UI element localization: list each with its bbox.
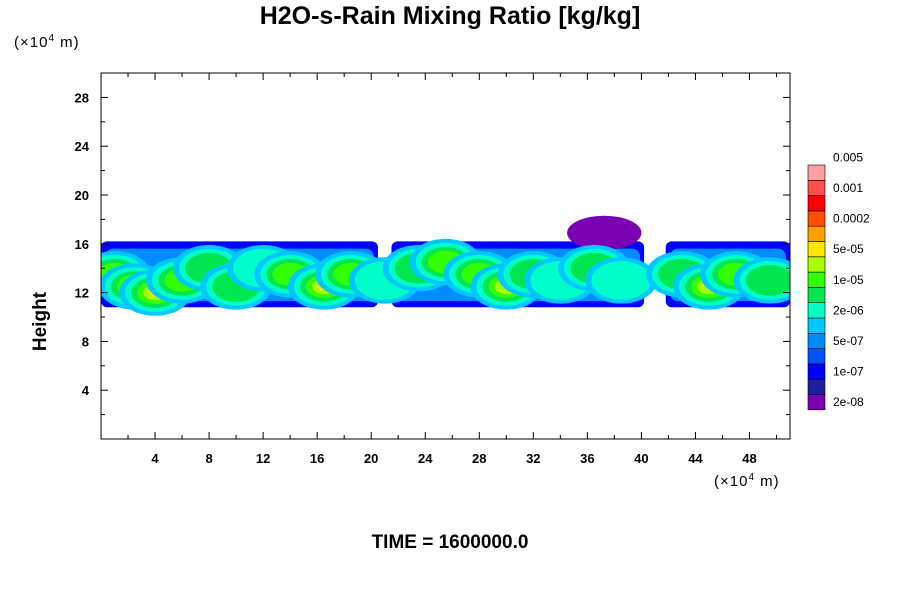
y-axis-ticks: 4 8 12 16 20 24 28 <box>75 90 790 416</box>
x-tick-label: 16 <box>310 451 324 466</box>
colorbar-swatch <box>807 378 826 395</box>
plot-frame <box>100 72 791 440</box>
colorbar-label: 0.001 <box>833 181 863 195</box>
y-tick-label: 28 <box>75 90 89 105</box>
x-tick-label: 4 <box>151 451 159 466</box>
colorbar-swatch <box>807 317 826 334</box>
colorbar-label: 2e-08 <box>833 395 864 409</box>
x-tick-label: 32 <box>526 451 540 466</box>
colorbar-swatch <box>807 302 826 319</box>
y-tick-label: 8 <box>82 334 89 349</box>
x-tick-label: 20 <box>364 451 378 466</box>
anvil-cell <box>567 215 642 250</box>
colorbar-swatch <box>807 164 826 181</box>
colorbar-swatch <box>807 195 826 212</box>
x-tick-label: 28 <box>472 451 486 466</box>
field-cell <box>733 257 790 304</box>
y-tick-label: 20 <box>75 188 89 203</box>
colorbar-swatch <box>807 241 826 258</box>
colorbar-label: 0.005 <box>833 150 863 164</box>
colorbar-swatch <box>807 363 826 380</box>
field-cell <box>585 257 658 304</box>
colorbar-swatch <box>807 287 826 303</box>
colorbar-label: 5e-05 <box>833 242 864 256</box>
y-tick-label: 16 <box>75 237 89 252</box>
x-tick-label: 12 <box>256 451 270 466</box>
time-footer: TIME = 1600000.0 <box>371 532 529 553</box>
x-axis-unit: (×104 m) <box>714 472 780 490</box>
colorbar: 2e-08 1e-07 5e-07 2e-06 1e-05 5e-05 0.0002 0.00… <box>807 150 870 411</box>
colorbar-swatch <box>807 225 826 242</box>
y-tick-label: 4 <box>82 383 90 398</box>
colorbar-swatch <box>807 180 826 196</box>
x-tick-label: 44 <box>688 451 703 466</box>
y-tick-label: 24 <box>75 139 90 154</box>
colorbar-swatch <box>807 332 826 349</box>
colorbar-swatch <box>807 394 826 411</box>
x-tick-label: 24 <box>418 451 433 466</box>
y-axis-unit: (×104 m) <box>14 33 80 51</box>
colorbar-label: 0.0002 <box>833 212 870 226</box>
colorbar-swatch <box>807 271 826 288</box>
x-axis-ticks: 4 8 12 16 20 24 28 32 36 40 44 48 <box>127 73 777 466</box>
field-contour <box>745 265 790 296</box>
colorbar-label: 1e-05 <box>833 273 864 287</box>
x-tick-label: 8 <box>205 451 212 466</box>
colorbar-swatch <box>807 210 826 227</box>
colorbar-label: 2e-06 <box>833 303 864 317</box>
colorbar-label: 1e-07 <box>833 365 864 379</box>
y-tick-label: 12 <box>75 286 89 301</box>
chart-title: H2O-s-Rain Mixing Ratio [kg/kg] <box>259 2 641 30</box>
field-contour <box>591 261 652 300</box>
colorbar-swatch <box>807 256 826 273</box>
x-tick-label: 48 <box>742 451 756 466</box>
x-tick-label: 36 <box>580 451 594 466</box>
colorbar-swatch <box>807 348 826 365</box>
colorbar-label: 5e-07 <box>833 334 864 348</box>
mixing-ratio-field <box>101 215 790 316</box>
x-tick-label: 40 <box>634 451 648 466</box>
